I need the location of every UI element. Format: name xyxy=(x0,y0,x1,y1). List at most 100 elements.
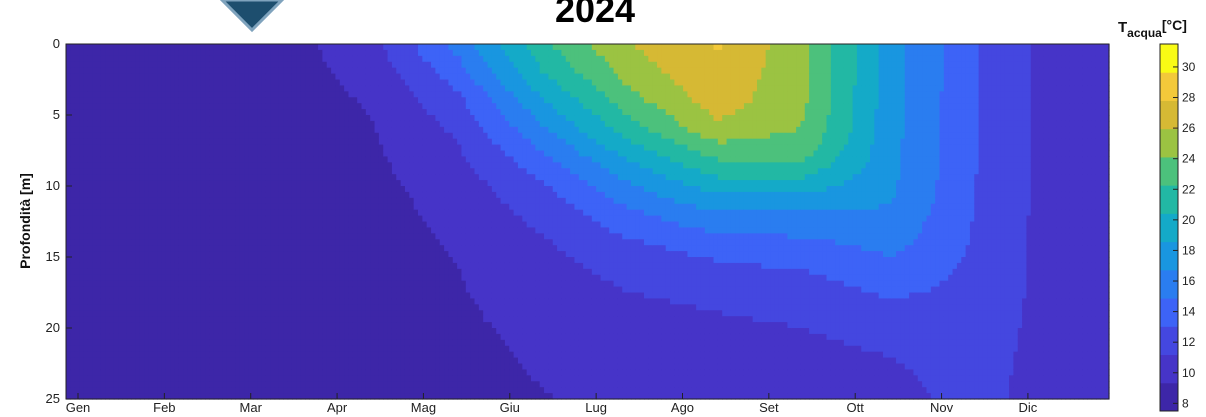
heatmap-cell xyxy=(361,215,367,223)
heatmap-cell xyxy=(278,180,284,187)
heatmap-cell xyxy=(170,138,176,146)
heatmap-cell xyxy=(287,339,293,347)
heatmap-cell xyxy=(357,156,363,163)
heatmap-cell xyxy=(305,49,310,57)
heatmap-cell xyxy=(326,274,332,282)
heatmap-cell xyxy=(113,333,119,341)
heatmap-cell xyxy=(370,239,376,246)
heatmap-cell xyxy=(144,85,150,92)
heatmap-cell xyxy=(235,239,241,246)
heatmap-cell xyxy=(74,393,80,400)
heatmap-cell xyxy=(83,174,89,181)
heatmap-cell xyxy=(209,120,215,128)
heatmap-cell xyxy=(118,328,124,335)
heatmap-cell xyxy=(391,85,397,92)
heatmap-cell xyxy=(426,120,432,128)
heatmap-cell xyxy=(231,333,237,341)
heatmap-cell xyxy=(87,227,93,234)
heatmap-cell xyxy=(387,156,393,163)
heatmap-cell xyxy=(300,109,306,116)
heatmap-cell xyxy=(131,262,137,270)
heatmap-cell xyxy=(370,132,376,140)
heatmap-cell xyxy=(113,162,119,169)
heatmap-cell xyxy=(339,55,345,63)
heatmap-cell xyxy=(157,286,163,294)
heatmap-cell xyxy=(278,292,284,300)
heatmap-cell xyxy=(296,381,302,388)
heatmap-cell xyxy=(283,209,289,217)
heatmap-cell xyxy=(305,227,310,234)
heatmap-cell xyxy=(105,55,111,63)
heatmap-cell xyxy=(192,150,197,158)
heatmap-cell xyxy=(396,393,402,400)
heatmap-cell xyxy=(305,221,310,229)
heatmap-cell xyxy=(391,215,397,223)
heatmap-cell xyxy=(270,103,276,110)
heatmap-cell xyxy=(79,274,84,282)
heatmap-cell xyxy=(187,322,193,329)
heatmap-cell xyxy=(226,144,232,152)
heatmap-cell xyxy=(352,351,358,359)
heatmap-cell xyxy=(213,381,219,388)
heatmap-cell xyxy=(144,286,150,294)
heatmap-cell xyxy=(287,322,293,329)
heatmap-cell xyxy=(122,44,128,51)
heatmap-cell xyxy=(248,339,254,347)
heatmap-cell xyxy=(96,156,102,163)
heatmap-cell xyxy=(122,132,128,140)
heatmap-cell xyxy=(209,203,215,211)
heatmap-cell xyxy=(139,245,145,252)
heatmap-cell xyxy=(322,245,328,252)
heatmap-cell xyxy=(205,375,211,382)
heatmap-cell xyxy=(205,233,211,240)
heatmap-cell xyxy=(196,387,202,394)
heatmap-cell xyxy=(248,85,254,92)
heatmap-cell xyxy=(96,393,102,400)
heatmap-cell xyxy=(126,209,132,217)
heatmap-cell xyxy=(126,61,132,69)
heatmap-cell xyxy=(413,316,419,323)
heatmap-cell xyxy=(105,393,111,400)
heatmap-cell xyxy=(178,150,184,158)
heatmap-cell xyxy=(122,209,128,217)
heatmap-cell xyxy=(309,262,315,270)
heatmap-cell xyxy=(387,174,393,181)
heatmap-cell xyxy=(339,203,345,211)
heatmap-cell xyxy=(126,203,132,211)
heatmap-cell xyxy=(135,191,141,199)
heatmap-cell xyxy=(404,262,410,270)
heatmap-cell xyxy=(183,67,189,75)
heatmap-cell xyxy=(157,49,163,57)
heatmap-cell xyxy=(74,387,80,394)
heatmap-cell xyxy=(222,97,228,104)
heatmap-cell xyxy=(87,97,93,104)
heatmap-cell xyxy=(144,363,150,371)
heatmap-cell xyxy=(287,126,293,134)
heatmap-cell xyxy=(109,203,115,211)
heatmap-cell xyxy=(66,357,71,365)
heatmap-cell xyxy=(174,245,180,252)
heatmap-cell xyxy=(100,55,106,63)
heatmap-cell xyxy=(209,115,215,122)
heatmap-cell xyxy=(174,351,180,359)
heatmap-cell xyxy=(383,44,389,51)
heatmap-cell xyxy=(400,144,406,152)
heatmap-cell xyxy=(239,138,245,146)
heatmap-cell xyxy=(322,286,328,294)
heatmap-cell xyxy=(126,120,132,128)
heatmap-cell xyxy=(100,203,106,211)
heatmap-cell xyxy=(174,215,180,223)
heatmap-cell xyxy=(305,180,310,187)
heatmap-cell xyxy=(270,262,276,270)
heatmap-cell xyxy=(244,79,250,87)
heatmap-cell xyxy=(313,197,319,205)
heatmap-cell xyxy=(87,180,93,187)
heatmap-cell xyxy=(235,203,241,211)
heatmap-cell xyxy=(322,251,328,258)
heatmap-cell xyxy=(226,357,232,365)
heatmap-cell xyxy=(348,203,354,211)
heatmap-cell xyxy=(157,345,163,353)
heatmap-cell xyxy=(109,322,115,329)
heatmap-cell xyxy=(83,209,89,217)
heatmap-cell xyxy=(352,227,358,234)
